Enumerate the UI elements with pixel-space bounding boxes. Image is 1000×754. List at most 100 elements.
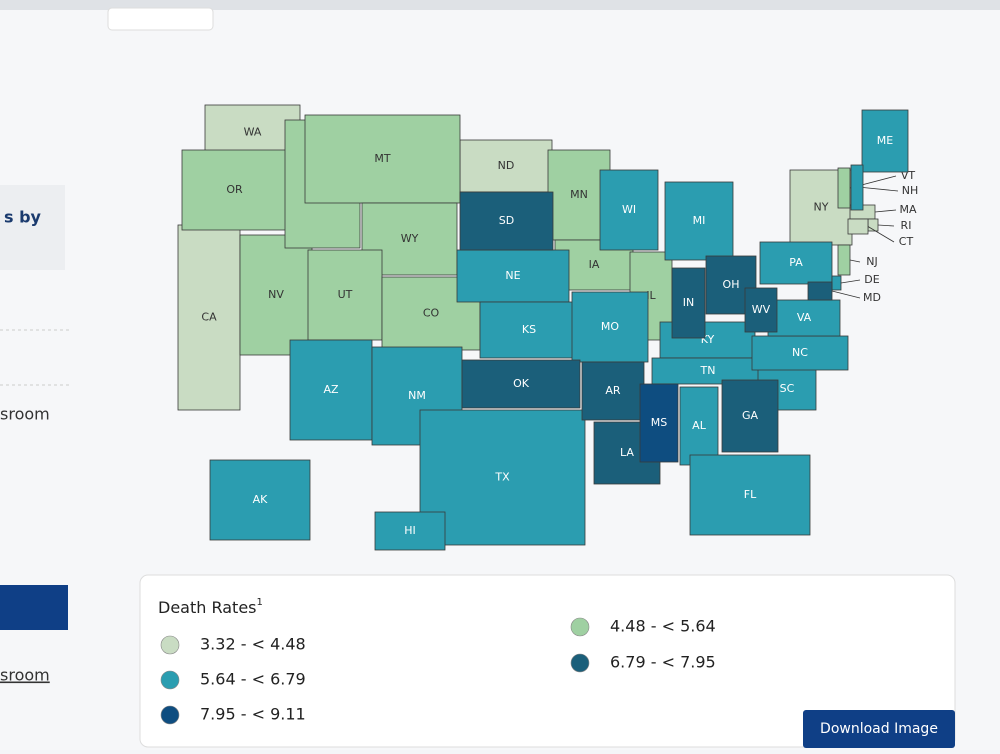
leader-line — [867, 226, 895, 243]
state-label: MN — [570, 188, 588, 201]
state-label: NV — [268, 288, 284, 301]
state — [767, 299, 841, 337]
state-label: OK — [513, 377, 530, 390]
state-label: IL — [646, 289, 656, 302]
state-label: ME — [877, 134, 893, 147]
legend-swatch — [570, 653, 590, 673]
legend-swatch — [570, 617, 590, 637]
side-text[interactable]: sroom — [0, 405, 50, 424]
state-label: TX — [494, 471, 510, 484]
state — [599, 169, 659, 251]
state-label: OH — [723, 278, 740, 291]
state — [461, 359, 581, 409]
leader-line — [862, 187, 899, 192]
leader-line — [840, 279, 861, 284]
legend-label: 7.95 - < 9.11 — [200, 705, 306, 724]
legend-note: 1 — [257, 597, 263, 608]
state-label: KS — [522, 323, 536, 336]
state — [209, 459, 311, 541]
state — [671, 267, 706, 339]
state-label: WY — [401, 232, 419, 245]
state-label: OR — [226, 183, 243, 196]
state-label: AZ — [323, 383, 339, 396]
state — [479, 301, 579, 359]
state-label: SC — [780, 382, 795, 395]
legend-box — [139, 574, 956, 748]
leader-line — [877, 224, 895, 227]
legend-label: 6.79 - < 7.95 — [610, 653, 716, 672]
state-label: TN — [700, 364, 716, 377]
side-panel — [0, 185, 65, 270]
state-label: AR — [605, 384, 621, 397]
state-label: CA — [201, 311, 217, 324]
state-label: SD — [499, 214, 514, 227]
state-label: WV — [752, 303, 771, 316]
state — [679, 386, 719, 466]
download-label[interactable]: Download Image — [820, 721, 938, 737]
state — [689, 454, 811, 536]
browser-bar — [0, 0, 1000, 10]
legend: 3.32 - < 4.48 4.48 - < 5.64 5.64 - < 6.79 6… — [160, 617, 716, 725]
state-label: NJ — [866, 255, 877, 268]
legend-title: Death Rates1 — [158, 597, 263, 617]
state — [847, 218, 869, 235]
state — [639, 383, 679, 463]
state — [459, 139, 553, 193]
state-label: HI — [404, 524, 416, 537]
state-label: NH — [902, 184, 919, 197]
state-label: AK — [253, 493, 269, 506]
legend-label: 3.32 - < 4.48 — [200, 635, 306, 654]
leader-line — [849, 259, 861, 263]
state-label: CO — [423, 307, 440, 320]
legend-swatch — [160, 705, 180, 725]
state-label: NM — [408, 389, 426, 402]
state-label: MI — [693, 214, 706, 227]
state-label: WA — [244, 126, 262, 139]
state — [861, 109, 909, 173]
state — [456, 249, 570, 303]
state — [744, 287, 778, 333]
state-label: NY — [814, 201, 829, 214]
side-text[interactable]: sroom — [0, 666, 50, 685]
legend-swatch — [160, 635, 180, 655]
state — [419, 409, 586, 546]
state — [374, 511, 446, 551]
state — [759, 241, 833, 285]
map: WACANDNYMARICTORNVIDMTWYUTCOMNIAILVTNJAZ… — [177, 104, 919, 551]
state-label: MT — [374, 152, 390, 165]
side-active[interactable] — [0, 585, 68, 630]
top-control — [107, 7, 214, 31]
state-label: MO — [601, 320, 619, 333]
state-label: NC — [792, 346, 808, 359]
side-text[interactable]: s by — [4, 208, 42, 227]
state-label: GA — [742, 409, 759, 422]
legend-swatch — [160, 670, 180, 690]
state-label: VA — [797, 311, 812, 324]
state — [571, 291, 649, 363]
state — [807, 281, 833, 301]
state-label: MD — [863, 291, 881, 304]
legend-title-text: Death Rates — [158, 598, 257, 617]
state — [459, 191, 554, 251]
state — [837, 167, 851, 209]
state-label: IN — [683, 296, 694, 309]
state-label: UT — [338, 288, 353, 301]
legend-label: 4.48 - < 5.64 — [610, 617, 716, 636]
state-label: AL — [692, 419, 707, 432]
state — [307, 249, 383, 341]
state — [289, 339, 373, 441]
state — [721, 379, 779, 453]
state-label: MA — [899, 203, 916, 216]
state-label: MS — [651, 416, 667, 429]
state — [181, 149, 288, 231]
download-button[interactable] — [803, 710, 955, 748]
state-label: DE — [864, 273, 879, 286]
state-label: RI — [901, 219, 912, 232]
state — [304, 114, 461, 204]
state-label: IA — [589, 258, 600, 271]
legend-label: 5.64 - < 6.79 — [200, 670, 306, 689]
state-label: NE — [505, 269, 520, 282]
state — [837, 244, 851, 276]
leader-line — [874, 209, 897, 213]
state — [664, 181, 734, 261]
